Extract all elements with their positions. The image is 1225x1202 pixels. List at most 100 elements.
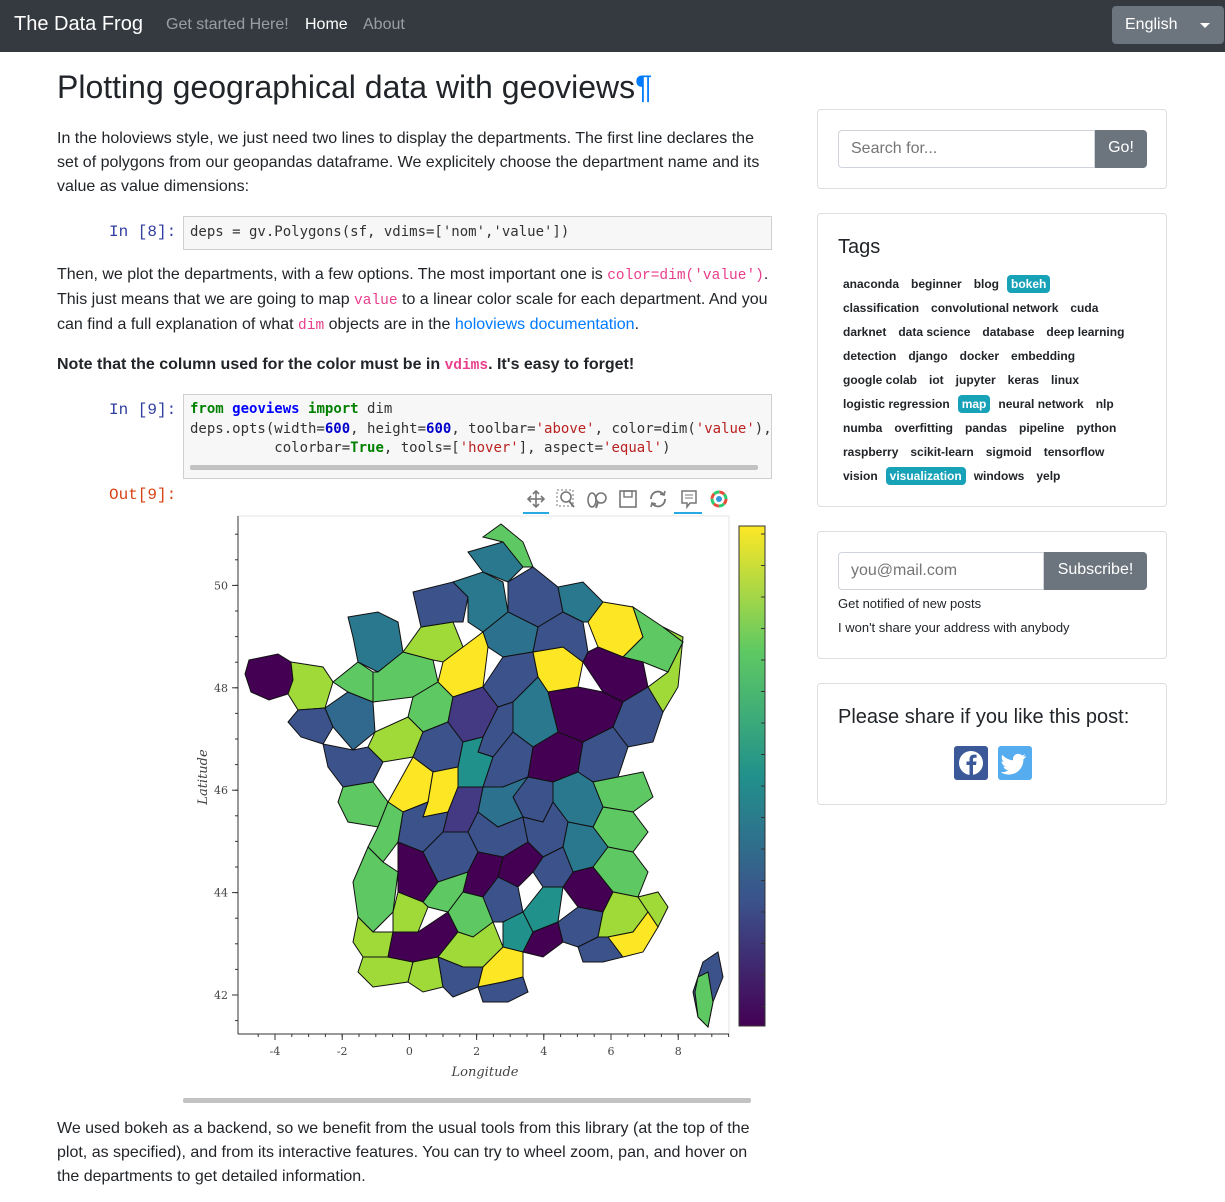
tag-classification[interactable]: classification — [843, 301, 920, 315]
tag-bokeh[interactable]: bokeh — [1007, 275, 1051, 293]
code-cell-scrollbar[interactable] — [190, 465, 758, 470]
nav-about[interactable]: About — [363, 16, 405, 33]
tag-convolutional-network[interactable]: convolutional network — [931, 301, 1059, 315]
x-tick-label: 0 — [406, 1045, 413, 1058]
brand-link[interactable]: The Data Frog — [14, 13, 143, 35]
tag-jupyter[interactable]: jupyter — [955, 373, 996, 387]
tag-map[interactable]: map — [957, 395, 991, 413]
tag-vision[interactable]: vision — [843, 469, 878, 483]
anchor-link[interactable]: ¶ — [635, 69, 653, 105]
department-gard — [522, 886, 564, 933]
tag-tensorflow[interactable]: tensorflow — [1043, 445, 1105, 459]
tag-linux[interactable]: linux — [1051, 373, 1080, 387]
tag-numba[interactable]: numba — [843, 421, 883, 435]
department-var — [607, 911, 659, 958]
department-pas-de-calais — [467, 541, 524, 583]
input-prompt-9: In [9]: — [109, 401, 177, 419]
share-card: Please share if you like this post: — [817, 683, 1167, 805]
search-go-button[interactable]: Go! — [1095, 130, 1147, 168]
y-tick-label: 42 — [214, 989, 228, 1002]
bokeh-logo-icon[interactable] — [708, 488, 730, 510]
tags-title: Tags — [838, 236, 881, 258]
tag-raspberry[interactable]: raspberry — [843, 445, 899, 459]
subscribe-button[interactable]: Subscribe! — [1044, 552, 1147, 590]
tag-neural-network[interactable]: neural network — [998, 397, 1084, 411]
tag-keras[interactable]: keras — [1007, 373, 1040, 387]
tag-windows[interactable]: windows — [973, 469, 1025, 483]
tag-blog[interactable]: blog — [973, 277, 1000, 291]
inline-code-color-dim: color=dim('value') — [607, 268, 764, 284]
tag-yelp[interactable]: yelp — [1036, 469, 1061, 483]
tag-nlp[interactable]: nlp — [1095, 397, 1114, 411]
tag-data-science[interactable]: data science — [898, 325, 971, 339]
intro-paragraph: In the holoviews style, we just need two… — [57, 130, 760, 195]
note-text-b: . It's easy to forget! — [488, 356, 635, 373]
notify-text: Get notified of new posts — [838, 596, 982, 611]
tag-pandas[interactable]: pandas — [964, 421, 1007, 435]
tag-scikit-learn[interactable]: scikit-learn — [910, 445, 974, 459]
department-loire-atlantique — [322, 743, 384, 788]
y-tick-label: 44 — [214, 887, 228, 900]
wheel-zoom-icon[interactable] — [586, 488, 608, 510]
save-icon[interactable] — [617, 488, 639, 510]
output-scrollbar[interactable] — [183, 1098, 751, 1103]
hover-icon[interactable] — [674, 488, 702, 514]
holoviews-docs-link[interactable]: holoviews documentation — [454, 316, 635, 333]
facebook-share-icon[interactable] — [954, 746, 988, 780]
code-cell-8[interactable]: deps = gv.Polygons(sf, vdims=['nom','val… — [183, 216, 772, 250]
tag-detection[interactable]: detection — [843, 349, 897, 363]
colorbar-ticks — [761, 533, 765, 1007]
pan-icon[interactable] — [523, 488, 549, 514]
para2-text-e: . — [634, 316, 640, 333]
y-tick-label: 48 — [214, 682, 228, 695]
tags-card: Tags anaconda beginner blog bokeh classifica… — [817, 213, 1167, 507]
tag-google-colab[interactable]: google colab — [843, 373, 918, 387]
nav-get-started[interactable]: Get started Here! — [166, 16, 289, 33]
tag-anaconda[interactable]: anaconda — [843, 277, 900, 291]
subscribe-card: Subscribe! Get notified of new posts I w… — [817, 531, 1167, 659]
para2-text-d: objects are in the — [324, 316, 455, 333]
tag-logistic-regression[interactable]: logistic regression — [843, 397, 950, 411]
tag-docker[interactable]: docker — [959, 349, 1000, 363]
tag-beginner[interactable]: beginner — [911, 277, 962, 291]
language-dropdown-button[interactable]: English — [1112, 6, 1224, 44]
tag-pipeline[interactable]: pipeline — [1019, 421, 1065, 435]
twitter-share-icon[interactable] — [998, 746, 1032, 780]
tag-cuda[interactable]: cuda — [1070, 301, 1099, 315]
box-zoom-icon[interactable] — [555, 488, 577, 510]
y-axis-ticks: 42 44 46 48 50 — [214, 533, 238, 1022]
search-input[interactable] — [838, 130, 1095, 168]
x-tick-label: 2 — [473, 1045, 480, 1058]
tag-embedding[interactable]: embedding — [1011, 349, 1076, 363]
y-tick-label: 46 — [214, 784, 228, 797]
conclusion-paragraph: We used bokeh as a backend, so we benefi… — [57, 1120, 750, 1185]
tag-iot[interactable]: iot — [929, 373, 944, 387]
department-alpes-maritimes — [637, 891, 669, 928]
department-corse-du-sud — [694, 971, 714, 1029]
tag-overfitting[interactable]: overfitting — [894, 421, 953, 435]
inline-code-vdims: vdims — [444, 358, 489, 374]
email-input[interactable] — [838, 552, 1044, 590]
share-title: Please share if you like this post: — [838, 706, 1130, 728]
tag-database[interactable]: database — [982, 325, 1035, 339]
tag-django[interactable]: django — [908, 349, 948, 363]
x-tick-label: 4 — [540, 1045, 547, 1058]
note-text-a: Note that the column used for the color … — [57, 356, 445, 373]
department-herault — [522, 921, 564, 958]
search-card: Go! — [817, 109, 1167, 189]
tag-python[interactable]: python — [1076, 421, 1117, 435]
code-cell-9[interactable]: from geoviews import dim deps.opts(width… — [183, 394, 772, 479]
title-text: Plotting geographical data with geoviews — [57, 69, 636, 105]
tag-darknet[interactable]: darknet — [843, 325, 887, 339]
tag-visualization[interactable]: visualization — [885, 467, 966, 485]
tag-deep-learning[interactable]: deep learning — [1046, 325, 1125, 339]
reset-icon[interactable] — [647, 488, 669, 510]
code-8-text: deps = gv.Polygons(sf, vdims=['nom','val… — [190, 224, 570, 240]
privacy-text: I won't share your address with anybody — [838, 620, 1070, 635]
x-axis-label: Longitude — [451, 1065, 519, 1080]
y-tick-label: 50 — [214, 579, 228, 592]
nav-home[interactable]: Home — [305, 16, 348, 33]
para2-text-a: Then, we plot the departments, with a fe… — [57, 266, 608, 283]
tag-sigmoid[interactable]: sigmoid — [985, 445, 1032, 459]
